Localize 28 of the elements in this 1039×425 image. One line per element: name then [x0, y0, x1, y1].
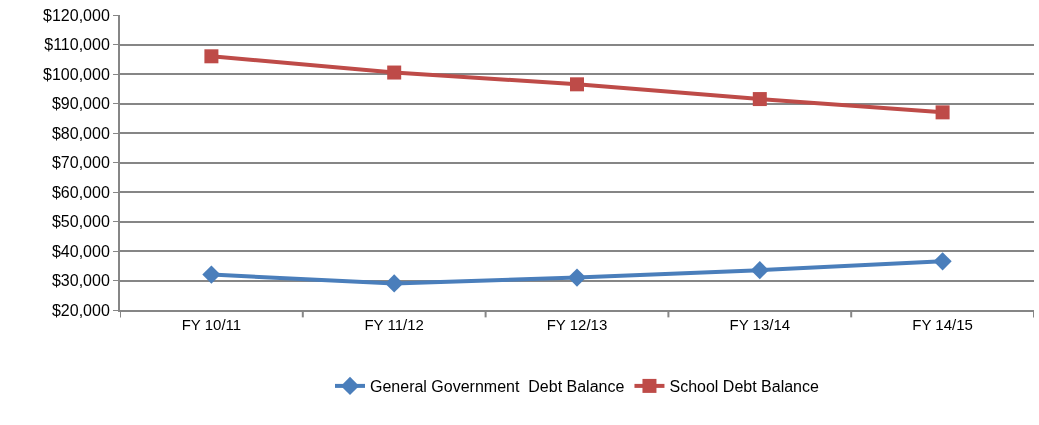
y-tick-label: $120,000 — [43, 6, 110, 24]
y-tick-label: $30,000 — [51, 272, 110, 290]
x-tick-label: FY 10/11 — [181, 316, 242, 333]
y-tick-label: $110,000 — [44, 36, 110, 54]
legend-label: School Debt Balance — [669, 378, 819, 396]
point — [387, 65, 402, 80]
point — [933, 252, 952, 271]
point — [202, 265, 221, 284]
x-tick-label: FY 14/15 — [912, 316, 973, 333]
point — [935, 105, 950, 120]
x-tick-label: FY 13/14 — [729, 316, 791, 333]
y-tick-label: $50,000 — [51, 213, 110, 231]
point — [204, 49, 219, 64]
point — [750, 261, 769, 280]
y-tick-label: $100,000 — [43, 65, 110, 83]
point — [570, 77, 584, 92]
point — [385, 274, 404, 293]
y-tick-label: $20,000 — [51, 301, 110, 319]
y-tick-label: $70,000 — [51, 154, 110, 172]
legend-label: General Government Debt Balance — [370, 378, 625, 396]
x-tick-label: FY 12/13 — [546, 316, 608, 333]
point — [752, 92, 767, 107]
y-tick-label: $60,000 — [51, 183, 110, 201]
y-tick-label: $90,000 — [51, 95, 110, 113]
y-tick-label: $40,000 — [51, 242, 110, 260]
y-tick-label: $80,000 — [51, 124, 110, 142]
point — [567, 268, 587, 287]
x-tick-label: FY 11/12 — [364, 316, 424, 333]
